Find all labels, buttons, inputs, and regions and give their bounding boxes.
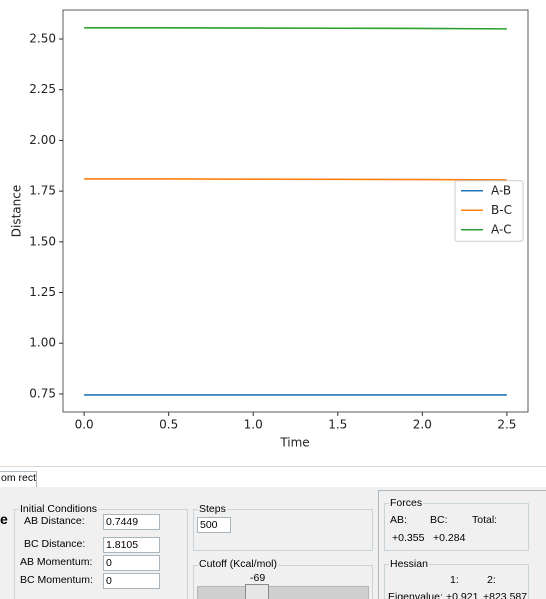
series-line	[84, 27, 507, 30]
eigenvalue: +823.587	[483, 591, 528, 599]
legend-label: A-C	[491, 222, 512, 236]
text-input[interactable]: 500	[197, 517, 231, 533]
text-input[interactable]: 0	[103, 573, 160, 589]
eigenvalue: +0.921	[446, 591, 479, 599]
chart: Time Distance 0.75 1.00 1.25 1.50 1.75 2.00 2.…	[10, 9, 529, 450]
series-line	[84, 178, 507, 181]
header: BC:	[430, 514, 448, 526]
initial-conditions-group	[14, 509, 188, 599]
cutoff-group	[193, 565, 373, 599]
y-tick-label: 2.00	[29, 133, 56, 147]
group-title: Forces	[389, 497, 424, 509]
tab-strip	[0, 466, 546, 488]
y-tick-label: 0.75	[29, 386, 56, 400]
y-tick-label: 1.50	[29, 234, 56, 248]
row-label: Eigenvalue:	[388, 591, 443, 599]
header: AB:	[390, 514, 407, 526]
steps-group	[193, 509, 373, 551]
x-tick-label: 2.0	[413, 418, 432, 432]
force-value: +0.284	[433, 532, 466, 544]
field-label: BC Distance:	[24, 538, 86, 550]
y-tick-label: 1.00	[29, 336, 56, 350]
side-label: e	[0, 511, 8, 527]
control-panel: om rect e Initial Conditions AB Distance…	[0, 466, 546, 599]
y-tick-label: 1.25	[29, 285, 56, 299]
text-input[interactable]: 0	[103, 555, 160, 571]
slider-value: -69	[250, 572, 266, 584]
x-tick-label: 0.5	[159, 418, 178, 432]
field-label: AB Momentum:	[20, 556, 93, 568]
x-tick-label: 0.0	[75, 418, 94, 432]
x-tick-label: 1.0	[244, 418, 263, 432]
x-axis-label: Time	[279, 436, 309, 450]
legend-box	[454, 180, 524, 242]
group-title: Steps	[198, 503, 227, 515]
results-panel	[378, 490, 546, 599]
legend-label: B-C	[491, 203, 512, 217]
y-axis-label: Distance	[10, 185, 24, 237]
text-input[interactable]: 1.8105	[103, 537, 160, 553]
y-tick-label: 1.75	[29, 184, 56, 198]
field-label: AB Distance:	[24, 515, 85, 527]
x-tick-label: 2.5	[497, 418, 516, 432]
group-title: Initial Conditions	[19, 503, 99, 515]
tab[interactable]: om rect	[0, 471, 37, 487]
group-title: Cutoff (Kcal/mol)	[198, 558, 278, 570]
header: Total:	[472, 514, 498, 526]
forces-group	[384, 503, 529, 551]
hessian-group	[384, 564, 529, 599]
plot-frame	[62, 9, 529, 413]
slider-thumb[interactable]	[245, 584, 269, 599]
header: 2:	[487, 574, 496, 586]
force-value: +0.355	[392, 532, 425, 544]
x-tick-label: 1.5	[328, 418, 347, 432]
y-tick-label: 2.50	[29, 32, 56, 46]
legend-label: A-B	[491, 183, 511, 197]
y-tick-label: 2.25	[29, 82, 56, 96]
slider-track[interactable]	[197, 586, 369, 599]
header: 1:	[450, 574, 459, 586]
group-title: Hessian	[389, 558, 429, 570]
text-input[interactable]: 0.7449	[103, 514, 160, 530]
field-label: BC Momentum:	[20, 574, 93, 586]
